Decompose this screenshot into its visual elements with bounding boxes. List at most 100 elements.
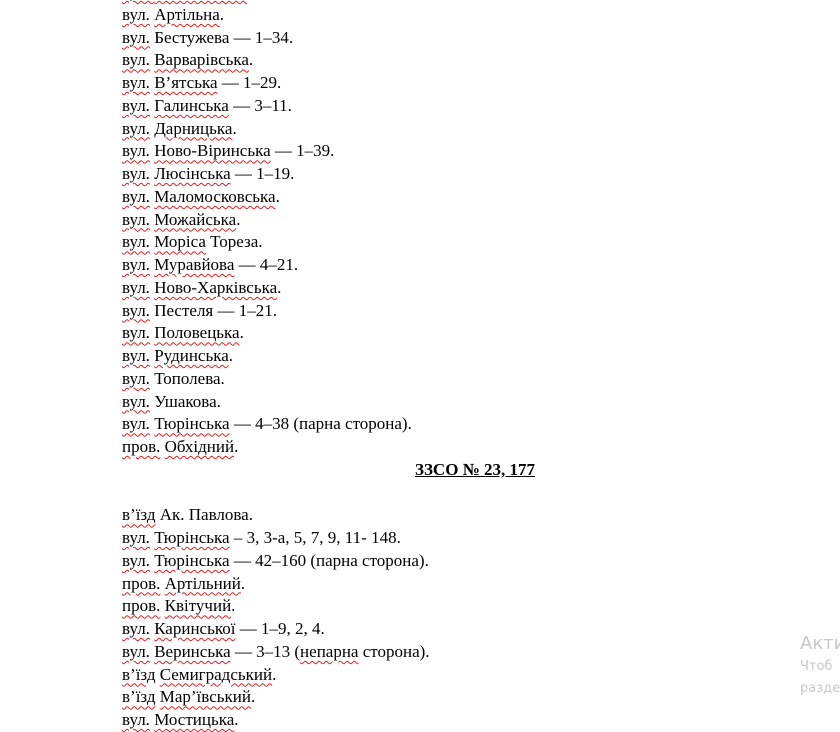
spellcheck-flagged-text: в’їзд <box>122 505 156 525</box>
spellcheck-flagged-text: вул. <box>122 0 154 1</box>
text-run: . <box>240 573 246 593</box>
text-run: . <box>234 710 239 729</box>
spellcheck-flagged-text: Моріса <box>154 232 206 252</box>
street-line: вул. Мостицька. <box>122 709 535 732</box>
street-line: в’їзд Мар’ївський. <box>122 686 535 709</box>
watermark-line: разде <box>800 681 840 696</box>
street-line: вул. Тюрінська — 4–38 (парна сторона). <box>122 413 535 436</box>
text-run: — 42–160 (парна сторона). <box>229 550 429 570</box>
spellcheck-flagged-text: вул. <box>122 73 150 92</box>
street-line: в’їзд Ак. Павлова. <box>122 504 535 527</box>
spellcheck-flagged-text: Галинська <box>154 95 229 115</box>
street-line: вул. Рудинська. <box>122 345 535 368</box>
text-run: . <box>239 323 244 343</box>
watermark-title: Акти <box>800 633 840 654</box>
spellcheck-flagged-text: вул. <box>122 300 150 320</box>
street-line: вул. Тюрінська — 42–160 (парна сторона). <box>122 550 535 573</box>
street-line: вул. Дарницька. <box>122 118 535 141</box>
text-run: — 1–39. <box>270 141 335 161</box>
text-run: Тореза. <box>205 232 263 252</box>
text-run: — 4–38 (парна сторона). <box>229 414 412 434</box>
text-run: — 1–29. <box>217 73 282 92</box>
text-run: . <box>277 277 282 297</box>
street-line: пров. Обхідний. <box>122 436 535 459</box>
spellcheck-flagged-text: Малинівська <box>154 0 247 1</box>
text-run: . <box>247 0 251 1</box>
spellcheck-flagged-text: вул. <box>122 27 150 47</box>
spellcheck-flagged-text: Дарницька <box>154 118 233 138</box>
text-run: . <box>236 209 241 229</box>
street-line: вул. Моріса Тореза. <box>122 231 535 254</box>
spellcheck-flagged-text: вул. <box>122 164 150 183</box>
spellcheck-flagged-text: вул. <box>122 141 150 161</box>
street-line: пров. Артільний. <box>122 573 535 596</box>
street-line: в’їзд Семиградський. <box>122 664 535 687</box>
text-run: – 3, 3-а, 5, 7, 9, 11- 148. <box>229 528 401 547</box>
street-line: пров. Квітучий. <box>122 595 535 618</box>
street-line: вул. Маломосковська. <box>122 186 535 209</box>
text-run: Ак. Павлова. <box>155 505 253 525</box>
street-line: вул. Веринська — 3–13 (непарна сторона). <box>122 641 535 664</box>
street-list-after: в’їзд Ак. Павлова. вул. Тюрінська – 3, 3-… <box>122 504 535 732</box>
spellcheck-flagged-text: Артільний <box>164 573 241 593</box>
street-line: вул. Варварівська. <box>122 49 535 72</box>
text-run: Ушакова. <box>149 391 221 411</box>
empty-paragraph <box>122 482 535 505</box>
document-page[interactable]: вул. Малинівська.вул. Артільна.вул. Бест… <box>122 0 535 732</box>
spellcheck-flagged-text: Обхідний <box>164 437 235 456</box>
spellcheck-flagged-text: пров. <box>122 573 161 593</box>
spellcheck-flagged-text: Тюрінська <box>154 528 230 547</box>
spellcheck-flagged-text: Квітучий <box>164 596 232 616</box>
spellcheck-flagged-text: пров. <box>122 596 161 616</box>
text-run: . <box>275 186 280 206</box>
spellcheck-flagged-text: Муравйова <box>154 255 235 274</box>
text-run: — 3–11. <box>228 95 292 115</box>
street-line: вул. Ушакова. <box>122 391 535 414</box>
spellcheck-flagged-text: вул. <box>122 346 150 365</box>
street-line: вул. Каринської — 1–9, 2, 4. <box>122 618 535 641</box>
text-run: Пестеля — 1–21. <box>149 300 278 320</box>
spellcheck-flagged-text: в’їзд <box>122 664 156 684</box>
spellcheck-flagged-text: Артільна <box>154 4 220 24</box>
text-run: — 4–21. <box>234 255 299 274</box>
text-run: — 1–9, 2, 4. <box>235 619 325 638</box>
spellcheck-flagged-text: Рудинська <box>154 346 229 365</box>
text-run: — 1–19. <box>230 164 295 183</box>
spellcheck-flagged-text: непарна <box>300 641 359 661</box>
street-line: вул. Половецька. <box>122 322 535 345</box>
text-run: . <box>250 687 256 707</box>
spellcheck-flagged-text: Мар’ївський <box>159 687 251 707</box>
section-heading: ЗЗСО № 23, 177 <box>414 459 535 479</box>
spellcheck-flagged-text: Семиградський <box>159 664 273 684</box>
spellcheck-flagged-text: в’їзд <box>122 687 156 707</box>
street-line: вул. Тополева. <box>122 368 535 391</box>
spellcheck-flagged-text: вул. <box>122 118 150 138</box>
text-run: . <box>272 664 277 684</box>
spellcheck-flagged-text: Можайська <box>154 209 237 229</box>
spellcheck-flagged-text: вул. <box>122 95 150 115</box>
text-run: . <box>232 118 237 138</box>
spellcheck-flagged-text: Маломосковська <box>154 186 276 206</box>
spellcheck-flagged-text: вул. <box>122 391 150 411</box>
watermark-line: Чтоб <box>800 659 833 674</box>
street-line: вул. Малинівська. <box>122 0 535 4</box>
spellcheck-flagged-text: Варварівська <box>154 50 249 70</box>
spellcheck-flagged-text: вул. <box>122 528 150 547</box>
spellcheck-flagged-text: Тюрінська <box>154 414 230 434</box>
spellcheck-flagged-text: Тюрінська <box>154 550 230 570</box>
street-line: вул. Тюрінська – 3, 3-а, 5, 7, 9, 11- 14… <box>122 527 535 550</box>
spellcheck-flagged-text: вул. <box>122 209 150 229</box>
spellcheck-flagged-text: вул. <box>122 277 150 297</box>
spellcheck-flagged-text: Половецька <box>154 323 240 343</box>
spellcheck-flagged-text: вул. <box>122 186 150 206</box>
street-line: вул. Ново-Віринська — 1–39. <box>122 140 535 163</box>
spellcheck-flagged-text: Мостицька <box>154 710 235 729</box>
street-line: вул. Муравйова — 4–21. <box>122 254 535 277</box>
text-run: . <box>219 4 225 24</box>
street-line: вул. В’ятська — 1–29. <box>122 72 535 95</box>
text-run: Бестужева — 1–34. <box>149 27 294 47</box>
spellcheck-flagged-text: Люсінська <box>154 164 231 183</box>
street-line: вул. Люсінська — 1–19. <box>122 163 535 186</box>
spellcheck-flagged-text: вул. <box>122 641 150 661</box>
text-run: сторона). <box>358 641 430 661</box>
